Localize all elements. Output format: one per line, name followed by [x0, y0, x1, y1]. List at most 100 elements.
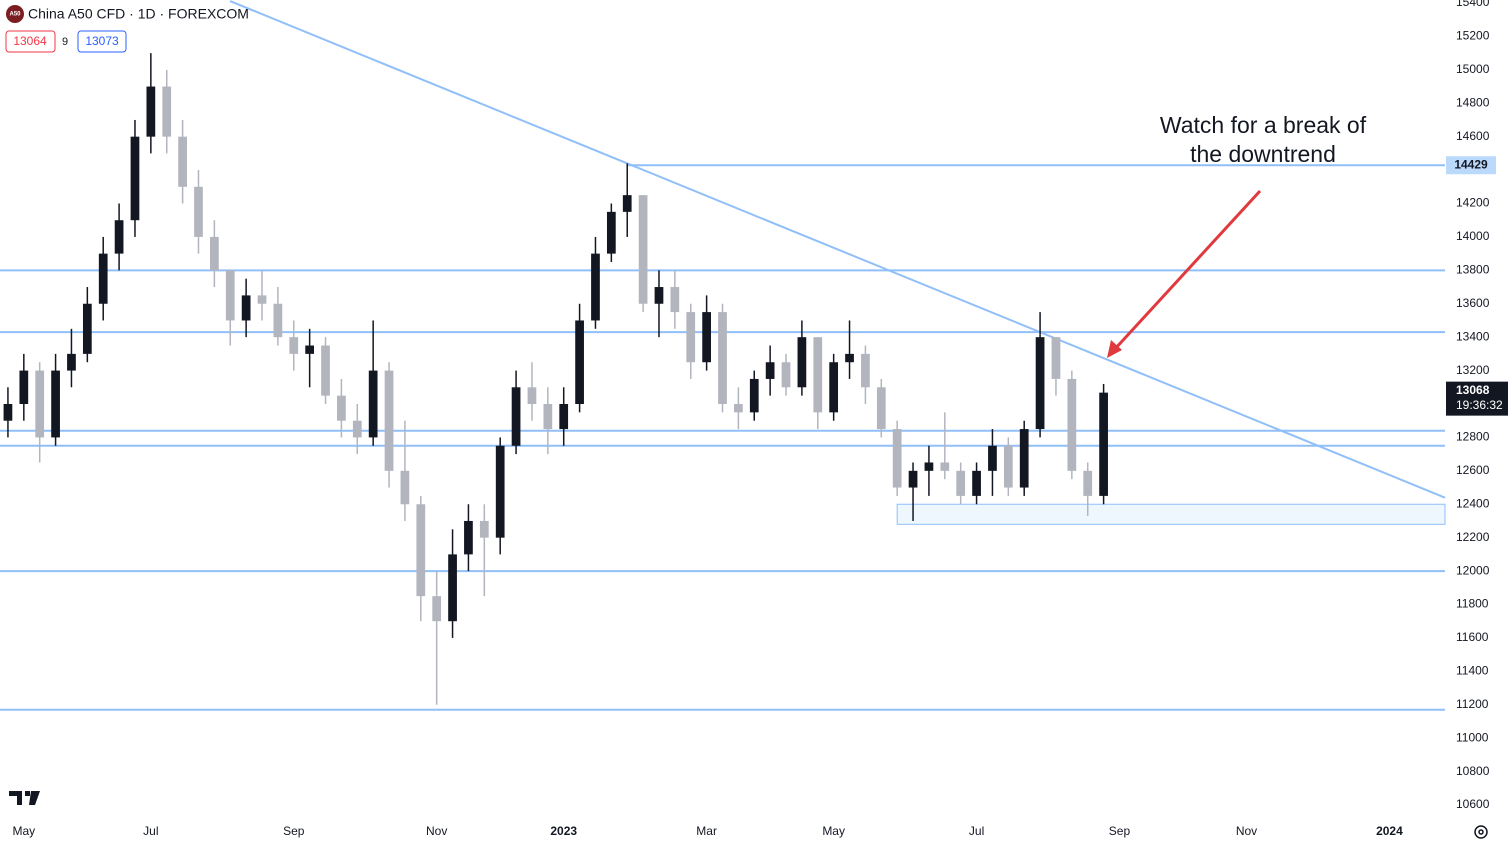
candle-body: [845, 353, 854, 363]
settings-icon[interactable]: [1474, 825, 1488, 839]
candle-body: [1003, 445, 1013, 488]
candle-body: [876, 387, 886, 430]
x-tick-label: Mar: [696, 824, 717, 838]
candle-body: [654, 287, 664, 304]
gear[interactable]: [1474, 825, 1488, 839]
y-tick-label: 13800: [1456, 263, 1490, 277]
candle-body: [781, 362, 791, 388]
candle-body: [908, 470, 918, 488]
y-tick-label: 12400: [1456, 496, 1490, 510]
y-tick-label: 15200: [1456, 29, 1490, 43]
candle-body: [3, 404, 13, 421]
candle-body: [749, 378, 759, 413]
candle-body: [35, 370, 45, 438]
candle-body: [1035, 337, 1045, 430]
tradingview-logo[interactable]: [9, 791, 40, 805]
y-tick-label: 15400: [1456, 0, 1490, 9]
candle-body: [702, 312, 711, 363]
y-tick-label: 10800: [1456, 764, 1490, 778]
y-tick-label: 12200: [1456, 530, 1490, 544]
arrow-head: [1107, 340, 1122, 358]
candle-body: [130, 136, 140, 221]
candle-body: [257, 295, 267, 304]
candle-body: [321, 345, 330, 396]
candle-body: [940, 462, 950, 471]
y-tick-label: 11200: [1456, 697, 1489, 711]
candle-body: [718, 312, 727, 404]
x-tick-label: 2024: [1376, 824, 1403, 838]
candle-body: [559, 404, 569, 430]
candle-body: [210, 236, 219, 271]
last-price-box: [1446, 381, 1508, 416]
y-tick-label: 13200: [1456, 363, 1490, 377]
level-price-box: [1446, 156, 1496, 175]
bid[interactable]: 13064: [13, 34, 47, 48]
y-tick-label: 12600: [1456, 463, 1490, 477]
candle-body: [178, 136, 187, 187]
candle-body: [1067, 378, 1077, 471]
candle-body: [1051, 337, 1061, 379]
countdown: 19:36:32: [1456, 398, 1503, 412]
y-tick-label: 14600: [1456, 129, 1490, 143]
y-tick-label: 11000: [1456, 730, 1489, 744]
candle-body: [194, 186, 203, 237]
candle-body: [765, 362, 775, 379]
candle-body: [638, 195, 648, 304]
candle-body: [368, 370, 378, 438]
x-tick-label: Jul: [969, 824, 984, 838]
y-tick-label: 14800: [1456, 95, 1490, 109]
level-price-label: 14429: [1454, 157, 1488, 171]
gear-center[interactable]: [1478, 829, 1484, 835]
y-tick-label: 11800: [1456, 597, 1489, 611]
y-tick-label: 10600: [1456, 797, 1490, 811]
candle-body: [82, 303, 92, 354]
plot-area: [0, 0, 1446, 711]
candle-body: [956, 470, 966, 496]
logo-shape[interactable]: [9, 791, 40, 805]
candle-body: [1019, 429, 1029, 488]
candle-body: [479, 520, 489, 538]
candle-body: [241, 295, 251, 321]
x-tick-label: May: [822, 824, 845, 838]
candle-body: [51, 370, 60, 438]
candle-body: [337, 395, 346, 421]
symbol-title[interactable]: China A50 CFD · 1D · FOREXCOM: [28, 6, 249, 22]
candle-body: [829, 362, 839, 413]
candle-body: [527, 387, 537, 404]
x-tick-label: Nov: [1236, 824, 1257, 838]
annotation: Watch for a break of the downtrend: [1160, 112, 1367, 167]
y-tick-label: 14200: [1456, 196, 1490, 210]
trendline: [229, 0, 1446, 499]
y-tick-label: 12000: [1456, 563, 1490, 577]
support-zone: [896, 503, 1446, 525]
candle-body: [575, 320, 584, 404]
candle-body: [511, 387, 521, 446]
symbol-logo: [6, 5, 24, 23]
candle-body: [1083, 470, 1093, 496]
y-tick-label: 11600: [1456, 630, 1489, 644]
x-tick-label: Nov: [426, 824, 447, 838]
ask-box[interactable]: [77, 30, 127, 53]
bid-box[interactable]: [5, 30, 56, 53]
x-tick-label: Jul: [143, 824, 158, 838]
candle-body: [495, 445, 505, 538]
y-tick-label: 11400: [1456, 664, 1489, 678]
candle-body: [448, 554, 457, 622]
candle-body: [591, 253, 600, 321]
y-tick-label: 14000: [1456, 229, 1490, 243]
candle-body: [98, 253, 108, 304]
ask[interactable]: 13073: [85, 34, 119, 48]
candle-body: [273, 303, 283, 338]
candle-body: [384, 370, 394, 471]
candle-body: [400, 470, 410, 505]
last-price-label: 13068: [1456, 383, 1490, 397]
candle-body: [543, 404, 553, 430]
candle-body: [622, 195, 632, 212]
candle-body: [19, 370, 29, 404]
candle-body: [797, 337, 807, 388]
y-tick-label: 13600: [1456, 296, 1490, 310]
candle-body: [416, 504, 426, 597]
